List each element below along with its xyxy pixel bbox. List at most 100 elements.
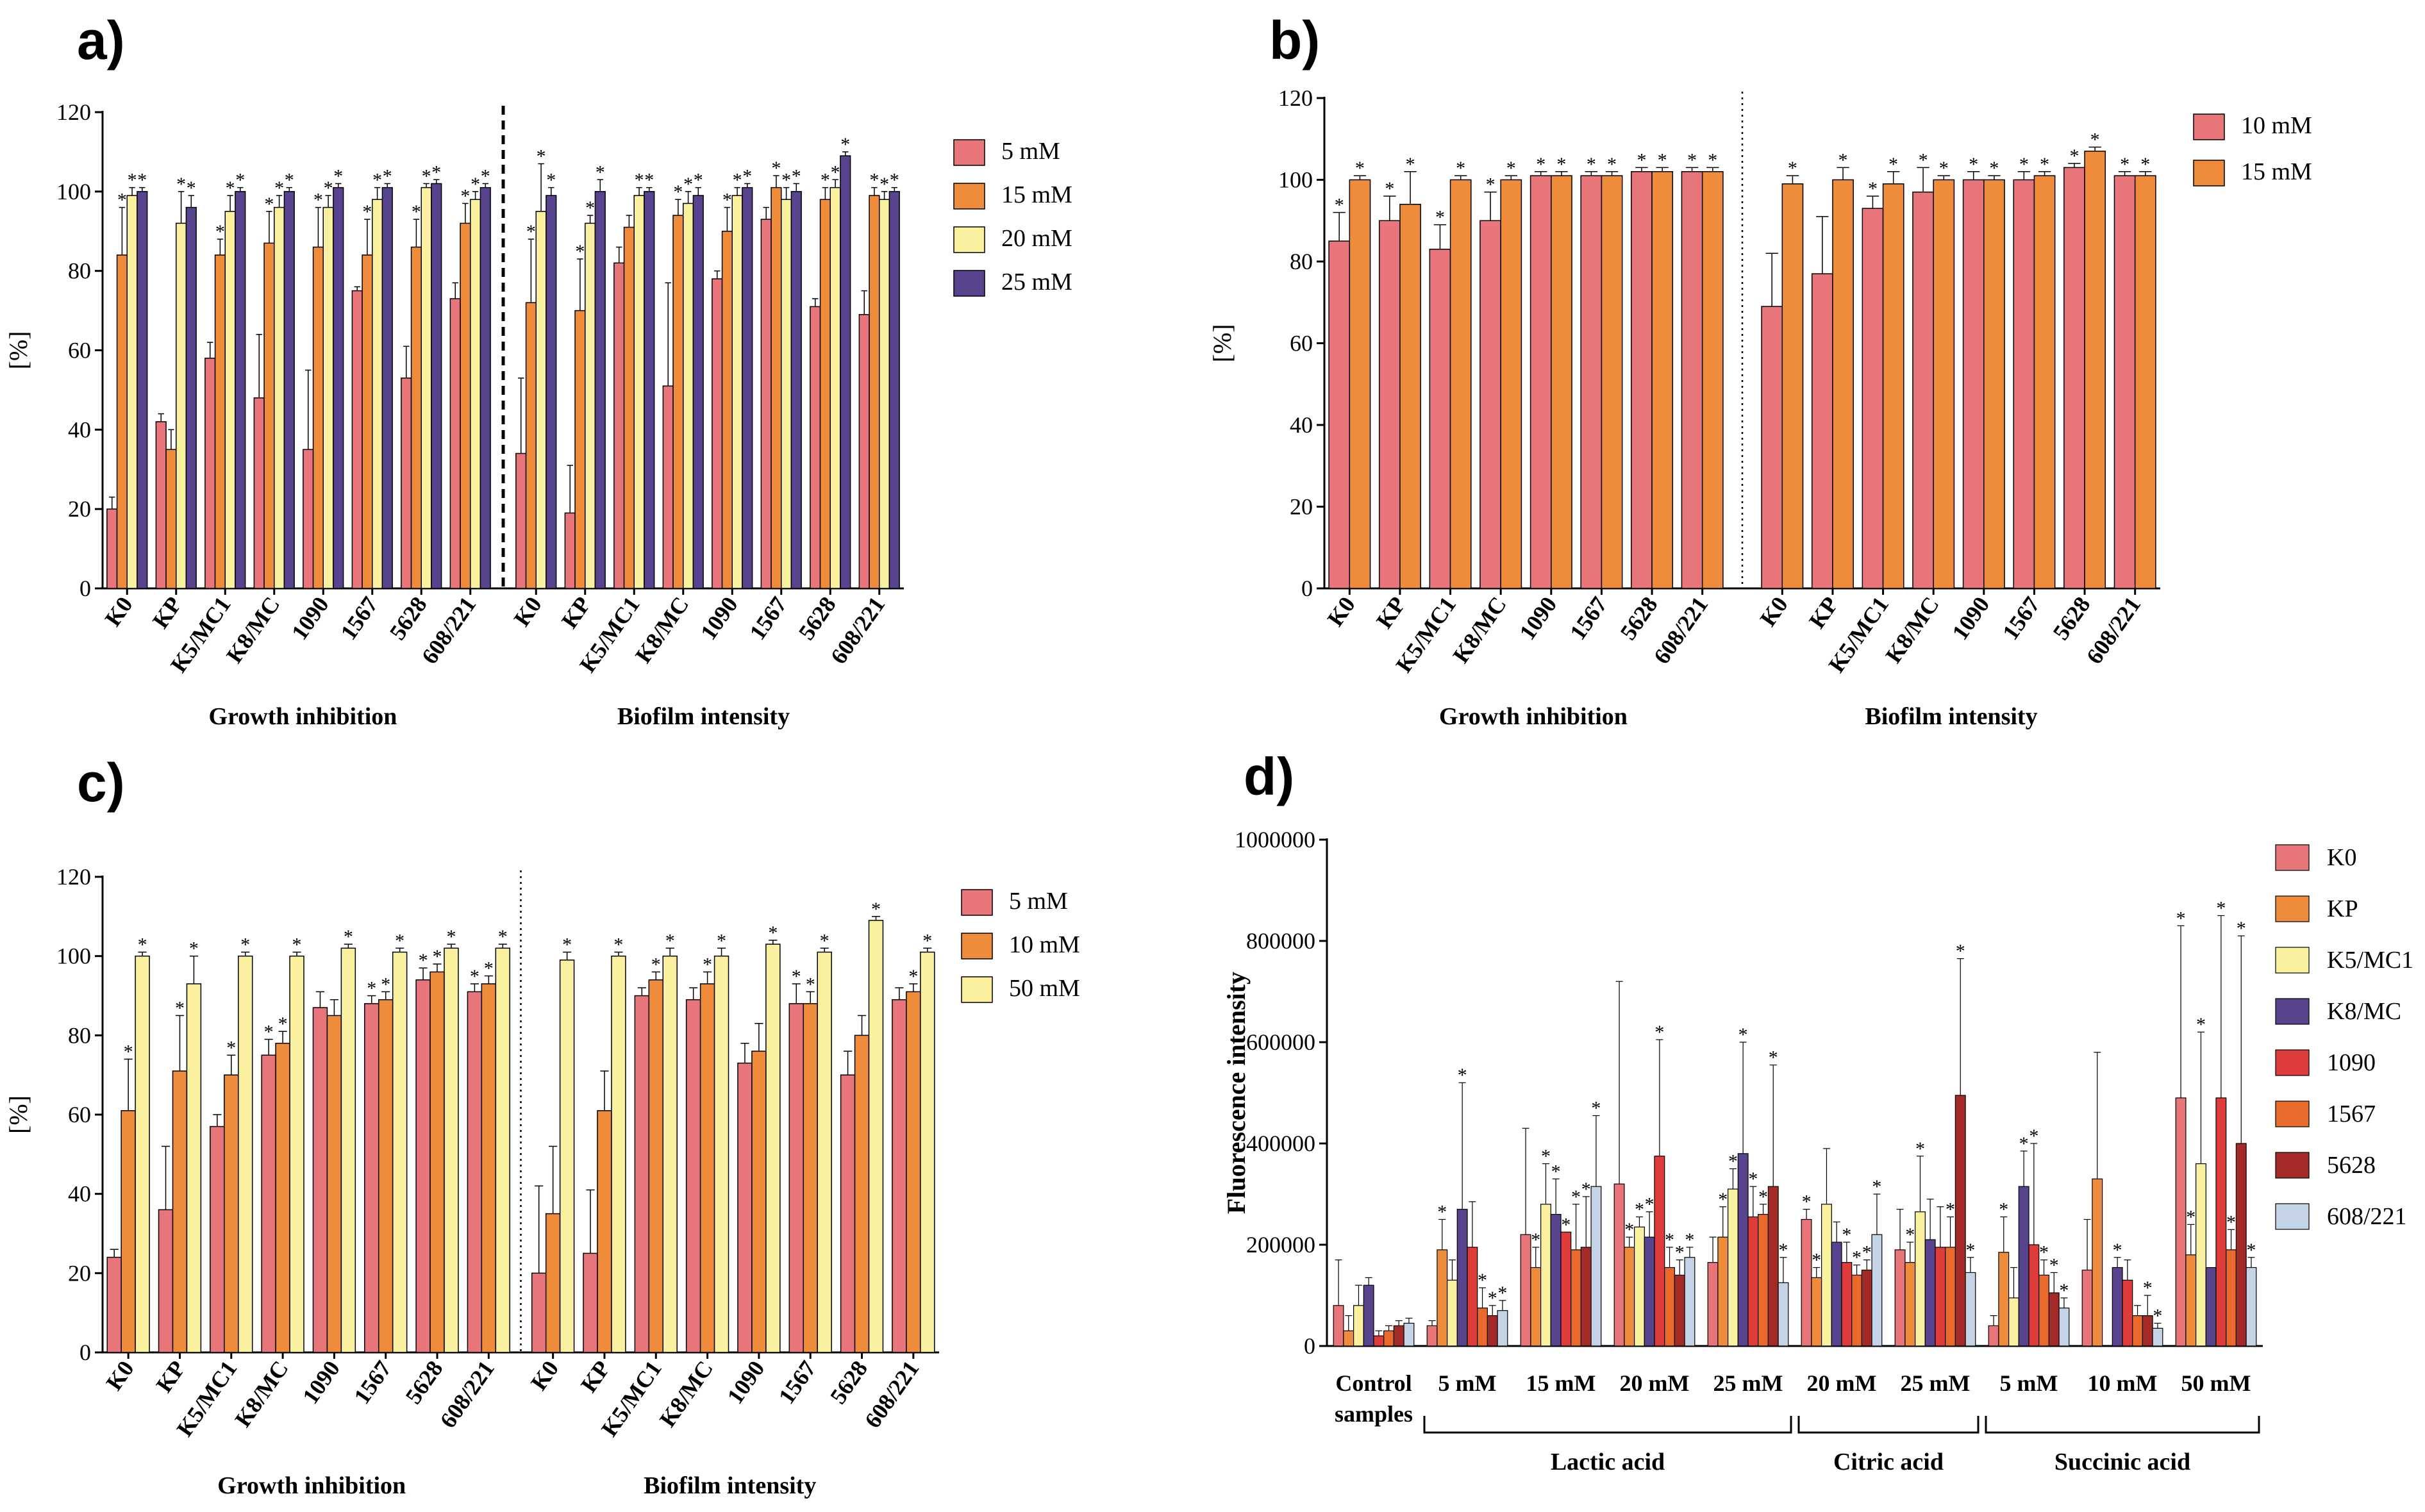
significance-star: * — [2090, 129, 2100, 151]
bar — [1477, 1308, 1488, 1347]
significance-star: * — [596, 162, 605, 183]
legend-swatch — [2275, 1152, 2310, 1179]
x-tick-label: 1567 — [335, 592, 383, 645]
panel-label: d) — [1244, 756, 1294, 806]
significance-star: * — [613, 934, 623, 955]
significance-star: * — [481, 165, 490, 187]
bar — [1479, 220, 1501, 589]
bar — [790, 191, 802, 589]
significance-star: * — [1536, 154, 1546, 175]
significance-star: * — [717, 930, 726, 951]
bar — [1707, 1262, 1719, 1347]
significance-star: * — [226, 1037, 236, 1058]
significance-star: * — [1708, 149, 1717, 170]
significance-star: * — [1531, 1229, 1540, 1250]
x-tick-label: KP — [1804, 592, 1843, 633]
bar — [535, 211, 547, 589]
y-tick-label: 0 — [1301, 576, 1313, 601]
significance-star: * — [1541, 1146, 1551, 1167]
bar — [1983, 179, 2005, 589]
significance-star: * — [1456, 158, 1465, 179]
bar — [1467, 1247, 1478, 1347]
significance-star: * — [1758, 1186, 1768, 1208]
bar — [1912, 191, 1934, 589]
significance-star: * — [117, 190, 127, 211]
significance-star: * — [665, 930, 675, 951]
panel-d: d) 0 200000 400000 600000 800000 1000000 Fluore… — [1212, 756, 2425, 1512]
bar — [662, 955, 678, 1353]
bar — [2152, 1327, 2163, 1347]
legend-swatch — [961, 933, 993, 960]
bar — [381, 187, 393, 589]
significance-star: * — [2069, 145, 2079, 167]
group-label: Biofilm intensity — [644, 1472, 816, 1499]
x-tick-label: K0 — [1755, 592, 1793, 631]
bar — [892, 999, 907, 1353]
bar — [1904, 1262, 1916, 1347]
significance-star: * — [446, 926, 456, 947]
bar — [574, 310, 586, 589]
bar — [1861, 1269, 1872, 1347]
bar — [2048, 1292, 2060, 1347]
bar — [176, 222, 187, 589]
significance-star: * — [781, 170, 791, 191]
bar — [137, 191, 148, 589]
bar — [392, 951, 408, 1353]
bar — [1651, 171, 1674, 589]
bar — [238, 955, 253, 1353]
significance-star: * — [2113, 1240, 2122, 1261]
y-tick-label: 200000 — [1246, 1232, 1315, 1258]
significance-star: * — [1335, 195, 1344, 216]
bar — [1737, 1153, 1749, 1347]
significance-star: * — [585, 197, 595, 219]
significance-star: * — [546, 170, 556, 191]
bar — [1674, 1274, 1685, 1347]
bar — [869, 195, 880, 589]
bar — [731, 195, 743, 589]
bar — [623, 226, 635, 589]
bar — [135, 955, 150, 1353]
bar — [185, 206, 197, 589]
bar — [1654, 1156, 1665, 1347]
x-tick-label: K8/MC — [654, 1356, 718, 1432]
legend-entry: K5/MC1 — [2327, 947, 2413, 974]
bar — [1550, 1213, 1562, 1347]
significance-star: * — [1355, 158, 1365, 179]
bar — [2142, 1315, 2153, 1347]
bar — [410, 246, 422, 589]
significance-star: * — [460, 185, 470, 206]
bar — [1530, 1267, 1542, 1347]
significance-star: * — [1999, 1199, 2008, 1220]
significance-star: * — [1872, 1176, 1881, 1197]
bar — [158, 1209, 174, 1353]
significance-star: * — [175, 997, 185, 1018]
significance-star: * — [1478, 1270, 1487, 1291]
bar — [1882, 183, 1904, 589]
legend-entry: 5628 — [2327, 1152, 2376, 1179]
bar — [2113, 175, 2136, 589]
bar — [1998, 1252, 2010, 1347]
legend-entry: K0 — [2327, 844, 2356, 871]
significance-star: * — [1812, 1250, 1821, 1271]
bar — [840, 1074, 856, 1353]
bar — [429, 971, 445, 1353]
bar — [495, 947, 511, 1353]
y-tick-label: 0 — [1304, 1333, 1315, 1359]
bar — [840, 155, 851, 589]
bar — [322, 206, 334, 589]
panel-a: a) 0 20 40 60 80 100 120 [%] * * * K0 * * KP * * * K5/MC1 * *… — [0, 0, 1212, 756]
bar — [333, 187, 344, 589]
bar — [1426, 1325, 1438, 1347]
y-tick-label: 20 — [68, 1260, 91, 1286]
significance-star: * — [733, 170, 742, 191]
legend-entry: 25 mM — [1001, 269, 1072, 295]
bar — [1831, 1242, 1842, 1347]
bar — [326, 1015, 342, 1353]
bar — [467, 991, 483, 1353]
significance-star: * — [821, 170, 830, 191]
bar — [1487, 1315, 1498, 1347]
bar — [597, 1110, 612, 1353]
bar — [460, 222, 471, 589]
bar — [415, 979, 431, 1353]
